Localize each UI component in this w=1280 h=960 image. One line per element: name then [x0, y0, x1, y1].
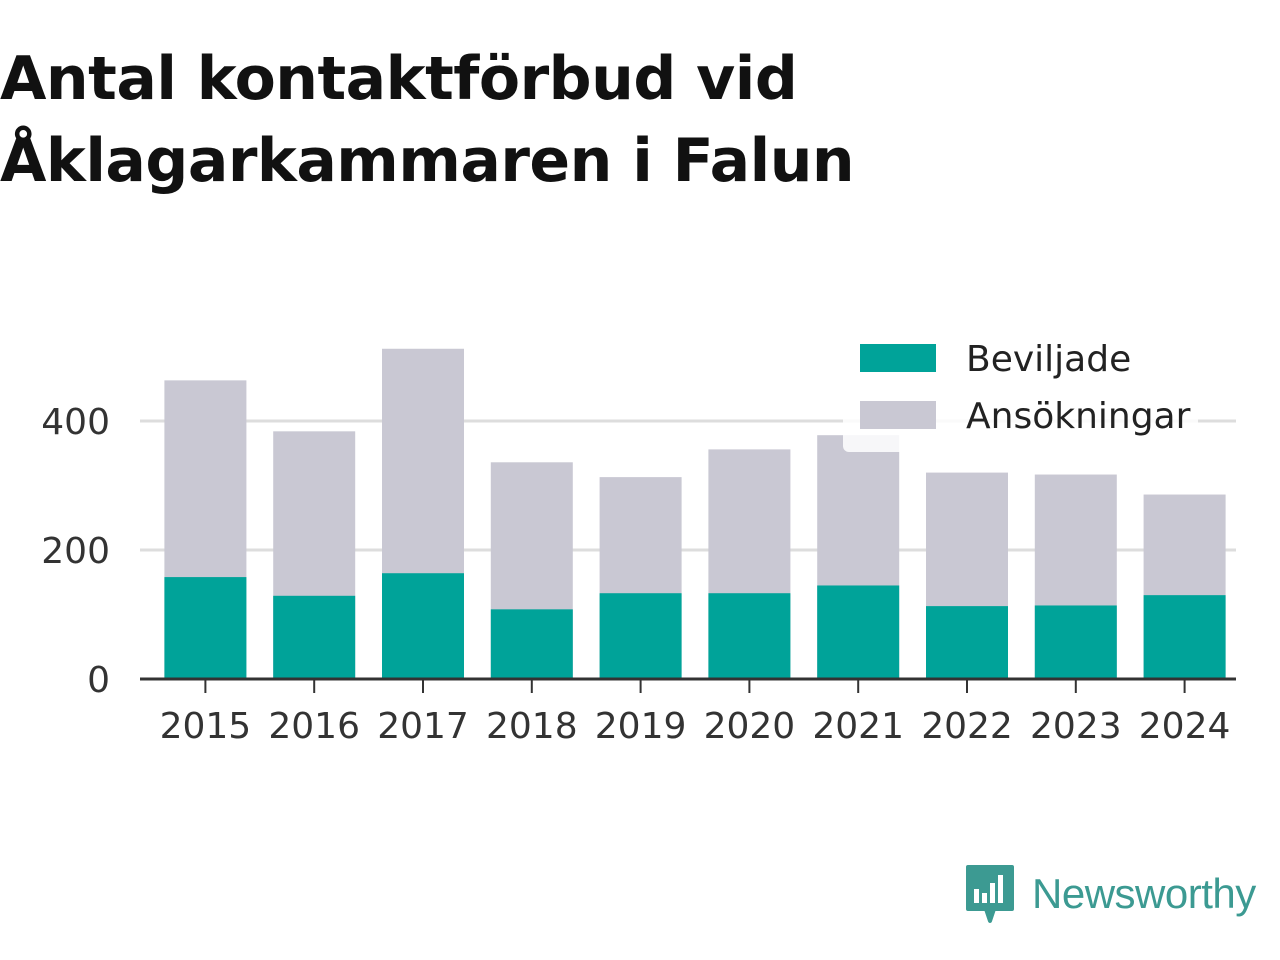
- y-tick-label: 0: [87, 660, 110, 701]
- x-tick-label: 2023: [1030, 706, 1122, 747]
- bar-beviljade-2023: [1034, 605, 1117, 679]
- bars-beviljade: [164, 573, 1226, 679]
- chart-title: Antal kontaktförbud vid Åklagarkammaren …: [0, 38, 1100, 202]
- brand-logo: Newsworthy: [964, 862, 1256, 926]
- bar-beviljade-2017: [382, 573, 464, 679]
- y-axis: 0 200 400: [41, 402, 110, 701]
- bar-beviljade-2021: [817, 585, 900, 679]
- x-tick-label: 2024: [1139, 706, 1231, 747]
- bar-chart: 0 200 400 2015 2016 2017 2018 2019 2020 2021 2022…: [41, 330, 1236, 747]
- legend: Beviljade Ansökningar: [843, 330, 1198, 452]
- x-tick-label: 2017: [377, 706, 469, 747]
- legend-label-1: Beviljade: [966, 339, 1131, 380]
- x-tick-label: 2015: [160, 706, 252, 747]
- legend-label-2: Ansökningar: [966, 396, 1191, 437]
- chart-title-line-1: Antal kontaktförbud vid: [0, 44, 798, 114]
- x-tick-label: 2020: [704, 706, 796, 747]
- x-tick-label: 2016: [268, 706, 360, 747]
- bar-beviljade-2016: [273, 595, 356, 679]
- bar-beviljade-2015: [164, 577, 247, 679]
- x-axis: 2015 2016 2017 2018 2019 2020 2021 2022 2023 2024: [140, 677, 1236, 747]
- y-tick-label: 200: [41, 531, 110, 572]
- legend-swatch-2: [860, 401, 936, 429]
- bar-beviljade-2022: [926, 606, 1008, 679]
- bar-beviljade-2020: [708, 593, 791, 679]
- newsworthy-logo-icon: [966, 865, 1014, 923]
- x-tick-label: 2022: [921, 706, 1013, 747]
- chart-title-line-2: Åklagarkammaren i Falun: [0, 126, 855, 196]
- y-tick-label: 400: [41, 402, 110, 443]
- x-tick-label: 2018: [486, 706, 578, 747]
- bar-beviljade-2019: [599, 593, 682, 679]
- legend-swatch-1: [860, 344, 936, 372]
- x-tick-label: 2019: [595, 706, 687, 747]
- x-tick-label: 2021: [812, 706, 904, 747]
- bar-beviljade-2024: [1143, 595, 1226, 679]
- brand-name: Newsworthy: [1032, 870, 1256, 917]
- bar-beviljade-2018: [490, 609, 573, 679]
